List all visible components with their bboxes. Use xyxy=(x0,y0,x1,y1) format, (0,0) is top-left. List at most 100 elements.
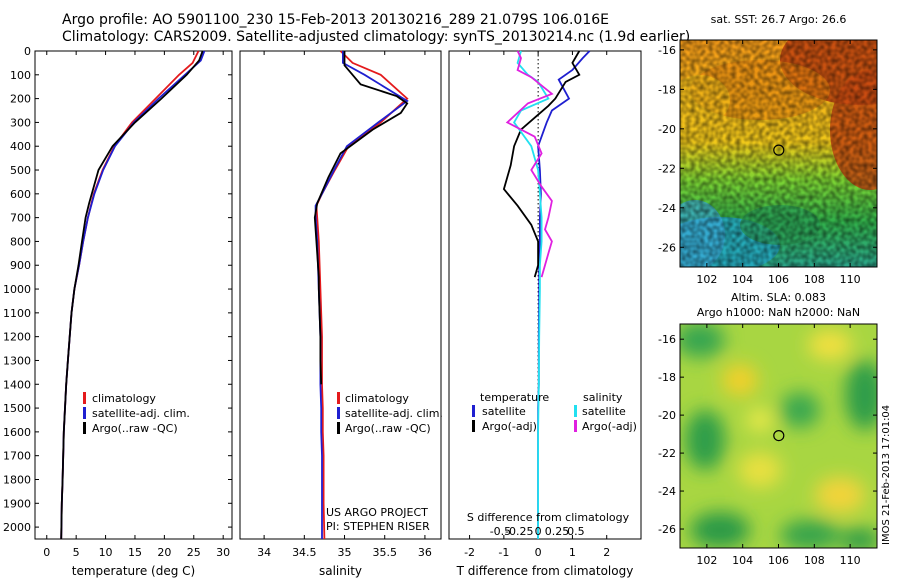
legend-swatch xyxy=(83,392,86,404)
sst-map-x-tick-label: 102 xyxy=(696,273,717,286)
panel-diff-frame xyxy=(448,50,642,540)
sst-map-x-tick-label: 108 xyxy=(804,273,825,286)
s-tick-label: -0.5 xyxy=(490,525,511,538)
sst-map-y-tick-label: -20 xyxy=(658,123,676,136)
sst-map-y-tick-label: -18 xyxy=(658,83,676,96)
legend-swatch xyxy=(337,392,340,404)
project-line-1: US ARGO PROJECT xyxy=(326,506,428,519)
legend-swatch xyxy=(337,422,340,434)
series-line-argo-adj--3 xyxy=(505,50,554,278)
temperature-panel: 0 5 10 15 20 25 300100200300400500600700800900… xyxy=(3,45,233,578)
sla-map-title-2: Argo h1000: NaN h2000: NaN xyxy=(696,306,861,319)
series-line-argo-raw-qc--2 xyxy=(313,51,409,385)
s-axis-label: S difference from climatology xyxy=(467,511,630,524)
y-tick-label: 100 xyxy=(10,69,31,82)
sst-map-x-tick-label: 106 xyxy=(768,273,789,286)
y-tick-label: 800 xyxy=(10,235,31,248)
y-tick-label: 900 xyxy=(10,259,31,272)
sla-map-y-tick-label: -26 xyxy=(658,523,676,536)
legend-label: climatology xyxy=(345,392,409,405)
x-tick-label: 15 xyxy=(128,546,142,559)
legend-label: Argo(-adj) xyxy=(482,420,537,433)
legend-swatch xyxy=(337,407,340,419)
project-line-2: PI: STEPHEN RISER xyxy=(326,520,430,533)
y-tick-label: 600 xyxy=(10,188,31,201)
sla-map-argo-marker xyxy=(773,430,785,442)
x-axis-label: salinity xyxy=(319,564,362,578)
s-tick-label: 0 xyxy=(535,525,542,538)
legend-swatch xyxy=(472,405,475,417)
x-tick-label: -1 xyxy=(498,546,509,559)
s-tick-label: 0.25 xyxy=(545,525,570,538)
legend-label: satellite xyxy=(482,405,526,418)
series-line-argo-adj--1 xyxy=(502,50,581,278)
y-tick-label: 1600 xyxy=(3,426,31,439)
y-tick-label: 1800 xyxy=(3,473,31,486)
legend-swatch xyxy=(574,405,577,417)
x-tick-label: -2 xyxy=(464,546,475,559)
x-tick-label: 35.5 xyxy=(372,546,397,559)
s-tick-label: 0.5 xyxy=(567,525,585,538)
sst-map-y-tick-label: -24 xyxy=(658,202,676,215)
sst-map-title: sat. SST: 26.7 Argo: 26.6 xyxy=(710,13,847,26)
legend-swatch xyxy=(472,420,475,432)
y-tick-label: 1700 xyxy=(3,450,31,463)
x-tick-label: 0 xyxy=(535,546,542,559)
y-tick-label: 1300 xyxy=(3,354,31,367)
legend-swatch xyxy=(83,422,86,434)
sst-map-x-tick-label: 110 xyxy=(840,273,861,286)
sla-map-x-tick-label: 106 xyxy=(768,554,789,567)
legend-group-title: temperature xyxy=(480,391,549,404)
y-tick-label: 2000 xyxy=(3,521,31,534)
sla-map-y-tick-label: -16 xyxy=(658,333,676,346)
sla-map xyxy=(680,324,877,548)
x-tick-label: 2 xyxy=(603,546,610,559)
panel-sal-frame xyxy=(239,50,442,540)
sla-map-x-tick-label: 104 xyxy=(732,554,753,567)
header-line-1: Argo profile: AO 5901100_230 15-Feb-2013… xyxy=(62,12,609,28)
sla-map-y-tick-label: -18 xyxy=(658,371,676,384)
y-tick-label: 700 xyxy=(10,212,31,225)
y-tick-label: 1100 xyxy=(3,307,31,320)
legend-label: Argo(..raw -QC) xyxy=(92,422,178,435)
x-axis-label: temperature (deg C) xyxy=(72,564,195,578)
legend-group-title: salinity xyxy=(583,391,623,404)
x-tick-label: 34.5 xyxy=(292,546,317,559)
y-tick-label: 1000 xyxy=(3,283,31,296)
salinity-panel: 34 34.5 35 35.5 36 salinity climatology satelli… xyxy=(239,50,443,578)
x-tick-label: 35 xyxy=(338,546,352,559)
y-tick-label: 1200 xyxy=(3,331,31,344)
legend-label: Argo(-adj) xyxy=(582,420,637,433)
sla-map-x-tick-label: 102 xyxy=(696,554,717,567)
header-line-2: Climatology: CARS2009. Satellite-adjuste… xyxy=(62,29,691,45)
x-tick-label: 0 xyxy=(43,546,50,559)
x-tick-label: 1 xyxy=(569,546,576,559)
sla-map-x-tick-label: 108 xyxy=(804,554,825,567)
sst-map-argo-marker xyxy=(773,144,785,156)
x-axis-label: T difference from climatology xyxy=(456,564,634,578)
y-tick-label: 300 xyxy=(10,116,31,129)
y-tick-label: 1500 xyxy=(3,402,31,415)
legend-swatch xyxy=(574,420,577,432)
sla-map-title-1: Altim. SLA: 0.083 xyxy=(730,291,827,304)
legend-label: Argo(..raw -QC) xyxy=(345,422,431,435)
x-tick-label: 34 xyxy=(257,546,271,559)
legend-label: climatology xyxy=(92,392,156,405)
x-tick-label: 20 xyxy=(157,546,171,559)
y-tick-label: 200 xyxy=(10,93,31,106)
sla-map-x-tick-label: 110 xyxy=(840,554,861,567)
y-tick-label: 500 xyxy=(10,164,31,177)
x-tick-label: 25 xyxy=(187,546,201,559)
map-axes: 102 104 106 108 110 -16 -18 -20 -22 -24 -26 102 104 1… xyxy=(658,39,878,567)
sst-map-y-tick-label: -22 xyxy=(658,162,676,175)
s-tick-label: -0.25 xyxy=(505,525,533,538)
y-tick-label: 1400 xyxy=(3,378,31,391)
x-tick-label: 30 xyxy=(216,546,230,559)
y-tick-label: 400 xyxy=(10,140,31,153)
sla-map-y-tick-label: -24 xyxy=(658,485,676,498)
legend-label: satellite-adj. clim. xyxy=(345,407,443,420)
legend-swatch xyxy=(83,407,86,419)
difference-panel: -2 -1 0 1 2 T difference from climatology -0.5… xyxy=(448,50,642,578)
panel-temp-frame xyxy=(34,50,233,540)
